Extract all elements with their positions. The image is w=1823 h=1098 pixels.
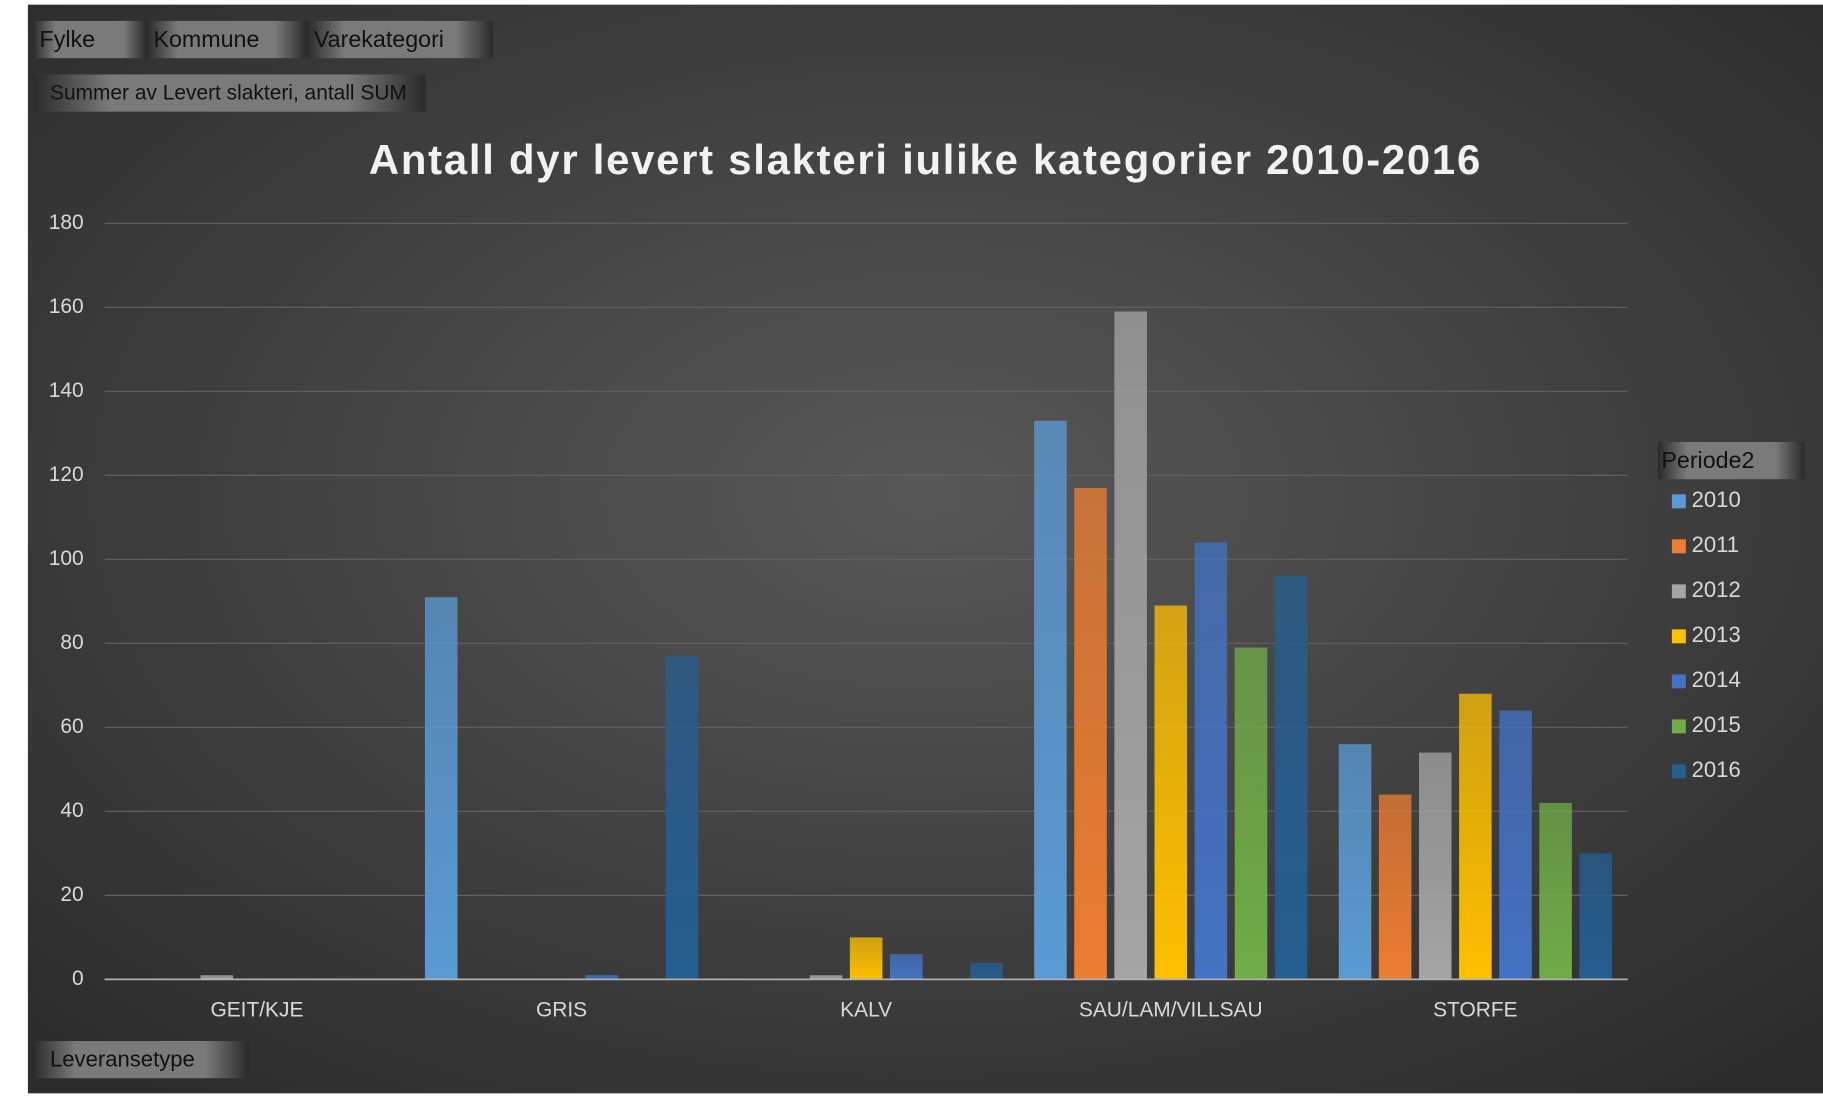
y-tick-label: 40 — [60, 799, 83, 822]
x-tick-label: GEIT/KJE — [210, 998, 303, 1021]
legend-label: 2016 — [1692, 757, 1741, 782]
bar — [1418, 752, 1452, 980]
legend-swatch — [1671, 719, 1686, 734]
legend-title: Periode2 — [1661, 447, 1754, 473]
legend-swatch — [1671, 584, 1686, 599]
y-tick-label: 60 — [60, 715, 83, 738]
legend-label: 2010 — [1692, 487, 1741, 512]
filter-button[interactable] — [306, 20, 493, 59]
value-field-label: Summer av Levert slakteri, antall SUM — [50, 82, 407, 105]
bar — [1459, 693, 1492, 980]
chart-title: Antall dyr levert slakteri iulike katego… — [369, 136, 1482, 183]
bar — [1234, 647, 1268, 980]
legend-swatch — [1671, 674, 1686, 689]
y-tick-label: 80 — [60, 631, 83, 654]
bar — [665, 655, 699, 980]
bar — [1274, 576, 1308, 980]
axis-field-label: Leveransetype — [50, 1047, 195, 1072]
x-tick-label: STORFE — [1433, 998, 1518, 1021]
bar — [809, 975, 843, 980]
y-tick-label: 100 — [49, 547, 84, 570]
y-tick-label: 140 — [49, 379, 84, 402]
bar — [1579, 853, 1612, 980]
bar — [889, 954, 923, 980]
filter-button-label: Fylke — [40, 26, 96, 52]
filter-button[interactable] — [146, 20, 307, 59]
bar — [1074, 487, 1107, 980]
bar — [1154, 605, 1188, 980]
axis-field-button[interactable] — [32, 1041, 249, 1079]
bar — [585, 975, 618, 980]
bar — [849, 937, 883, 980]
bar — [1034, 420, 1067, 980]
bar — [1114, 311, 1147, 980]
value-field-button[interactable] — [32, 74, 426, 112]
legend-label: 2013 — [1692, 622, 1741, 647]
x-tick-label: KALV — [840, 998, 892, 1021]
y-tick-label: 160 — [49, 295, 84, 318]
bar — [424, 597, 458, 980]
y-tick-label: 0 — [72, 967, 84, 990]
legend-swatch — [1671, 539, 1686, 554]
filter-button-label: Kommune — [153, 26, 259, 52]
legend-swatch — [1671, 764, 1686, 779]
legend-swatch — [1671, 629, 1686, 644]
filter-button-label: Varekategori — [314, 26, 444, 52]
y-tick-label: 20 — [60, 883, 83, 906]
filter-button[interactable] — [32, 20, 147, 59]
legend-field-button[interactable] — [1657, 441, 1805, 480]
bar — [1378, 794, 1412, 980]
x-tick-label: GRIS — [536, 998, 587, 1021]
x-tick-label: SAU/LAM/VILLSAU — [1079, 998, 1263, 1021]
bar — [970, 962, 1003, 980]
y-tick-label: 120 — [49, 463, 84, 486]
legend-swatch — [1671, 494, 1686, 509]
bar — [1338, 744, 1372, 980]
bar — [200, 975, 234, 980]
y-tick-label: 180 — [49, 211, 84, 234]
legend-label: 2011 — [1692, 532, 1739, 557]
bar — [1194, 542, 1228, 980]
bar — [1499, 710, 1532, 980]
legend-label: 2012 — [1692, 577, 1741, 602]
bar — [1539, 802, 1572, 980]
legend-label: 2015 — [1692, 712, 1741, 737]
legend-label: 2014 — [1692, 667, 1741, 692]
